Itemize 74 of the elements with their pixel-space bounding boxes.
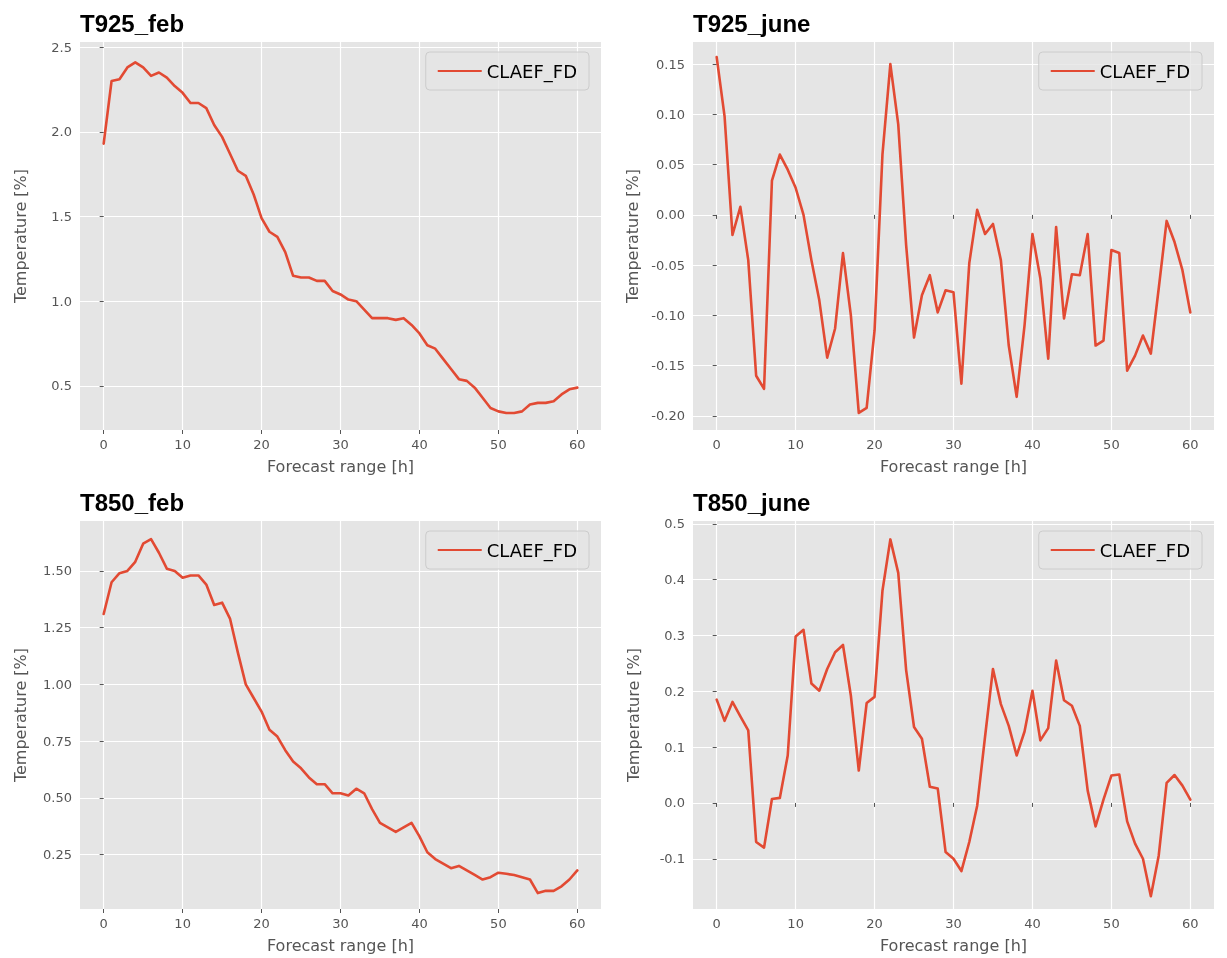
x-axis-title: Forecast range [h] xyxy=(266,935,415,955)
y-tick-label: 2.0 xyxy=(51,124,72,140)
chart-title: T925_june xyxy=(693,9,811,37)
x-tick-label: 60 xyxy=(1182,437,1199,452)
y-axis-title: Temperature [%] xyxy=(10,647,30,784)
x-axis-title: Forecast range [h] xyxy=(879,935,1028,955)
y-tick-label: 0.10 xyxy=(656,106,685,122)
x-tick-label: 50 xyxy=(490,916,507,931)
y-tick-label: 0.75 xyxy=(43,733,72,749)
x-tick-label: 10 xyxy=(174,437,191,452)
line-series xyxy=(715,55,1192,415)
x-tick-label: 30 xyxy=(945,916,962,931)
x-tick-label: 10 xyxy=(174,916,191,931)
x-tick-label: 40 xyxy=(411,916,428,931)
y-tick-label: -0.05 xyxy=(651,257,685,273)
y-tick-label: 0.1 xyxy=(664,739,685,755)
y-axis-title: Temperature [%] xyxy=(622,168,642,305)
legend-label: CLAEF_FD xyxy=(486,539,577,562)
y-tick-label: 1.0 xyxy=(51,293,72,309)
legend-label: CLAEF_FD xyxy=(1099,539,1190,562)
x-tick-label: 40 xyxy=(1024,437,1041,452)
chart-title: T850_feb xyxy=(80,488,185,516)
x-tick-label: 30 xyxy=(945,437,962,452)
y-tick-label: 1.00 xyxy=(43,676,72,692)
x-tick-label: 60 xyxy=(1182,916,1199,931)
x-tick-label: 50 xyxy=(1103,437,1120,452)
y-tick-label: 0.00 xyxy=(656,207,685,223)
line-series xyxy=(102,61,579,415)
line-series xyxy=(102,537,579,895)
y-tick-label: 0.25 xyxy=(43,847,72,863)
y-tick-label: 0.3 xyxy=(664,627,685,643)
x-tick-label: 30 xyxy=(332,916,349,931)
x-axis-title: Forecast range [h] xyxy=(266,456,415,476)
legend-label: CLAEF_FD xyxy=(486,60,577,83)
y-tick-label: 0.4 xyxy=(664,572,685,588)
y-axis-title: Temperature [%] xyxy=(10,168,30,305)
line-series xyxy=(715,538,1192,898)
chart-title: T925_feb xyxy=(80,9,185,37)
x-tick-label: 20 xyxy=(866,437,883,452)
y-tick-label: 2.5 xyxy=(51,39,72,55)
x-tick-label: 40 xyxy=(411,437,428,452)
x-tick-label: 60 xyxy=(569,437,586,452)
x-tick-label: 40 xyxy=(1024,916,1041,931)
y-axis-title: Temperature [%] xyxy=(623,647,643,784)
x-axis-title: Forecast range [h] xyxy=(879,456,1028,476)
y-tick-label: 0.50 xyxy=(43,790,72,806)
x-tick-label: 0 xyxy=(712,916,721,931)
x-tick-label: 20 xyxy=(253,437,270,452)
x-tick-label: 0 xyxy=(712,437,721,452)
y-tick-label: 0.15 xyxy=(656,56,685,72)
y-tick-label: -0.15 xyxy=(651,358,685,374)
x-tick-label: 50 xyxy=(1103,916,1120,931)
x-tick-label: 20 xyxy=(866,916,883,931)
y-tick-label: -0.20 xyxy=(651,408,685,424)
x-tick-label: 10 xyxy=(787,437,804,452)
y-tick-label: -0.1 xyxy=(659,851,685,867)
x-tick-label: 30 xyxy=(332,437,349,452)
y-tick-label: 0.2 xyxy=(664,683,685,699)
x-tick-label: 20 xyxy=(253,916,270,931)
chart-title: T850_june xyxy=(693,488,811,516)
y-tick-label: 0.0 xyxy=(664,795,685,811)
x-tick-label: 0 xyxy=(99,916,108,931)
x-tick-label: 60 xyxy=(569,916,586,931)
y-tick-label: 0.5 xyxy=(51,378,72,394)
y-tick-label: 1.25 xyxy=(43,620,72,636)
x-tick-label: 10 xyxy=(787,916,804,931)
legend-label: CLAEF_FD xyxy=(1099,60,1190,83)
x-tick-label: 50 xyxy=(490,437,507,452)
y-tick-label: -0.10 xyxy=(651,307,685,323)
y-tick-label: 1.50 xyxy=(43,563,72,579)
x-tick-label: 0 xyxy=(99,437,108,452)
y-tick-label: 0.05 xyxy=(656,157,685,173)
y-tick-label: 1.5 xyxy=(51,209,72,225)
y-tick-label: 0.5 xyxy=(664,516,685,532)
